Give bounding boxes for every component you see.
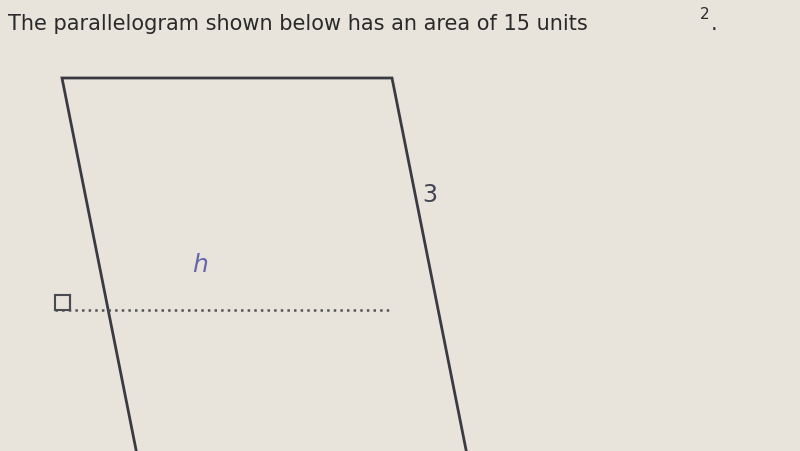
Text: 2: 2 [700, 7, 710, 22]
Text: 3: 3 [422, 183, 438, 207]
Text: h: h [192, 253, 208, 277]
Text: The parallelogram shown below has an area of 15 units: The parallelogram shown below has an are… [8, 14, 588, 33]
Polygon shape [62, 78, 480, 451]
Text: .: . [710, 14, 717, 33]
